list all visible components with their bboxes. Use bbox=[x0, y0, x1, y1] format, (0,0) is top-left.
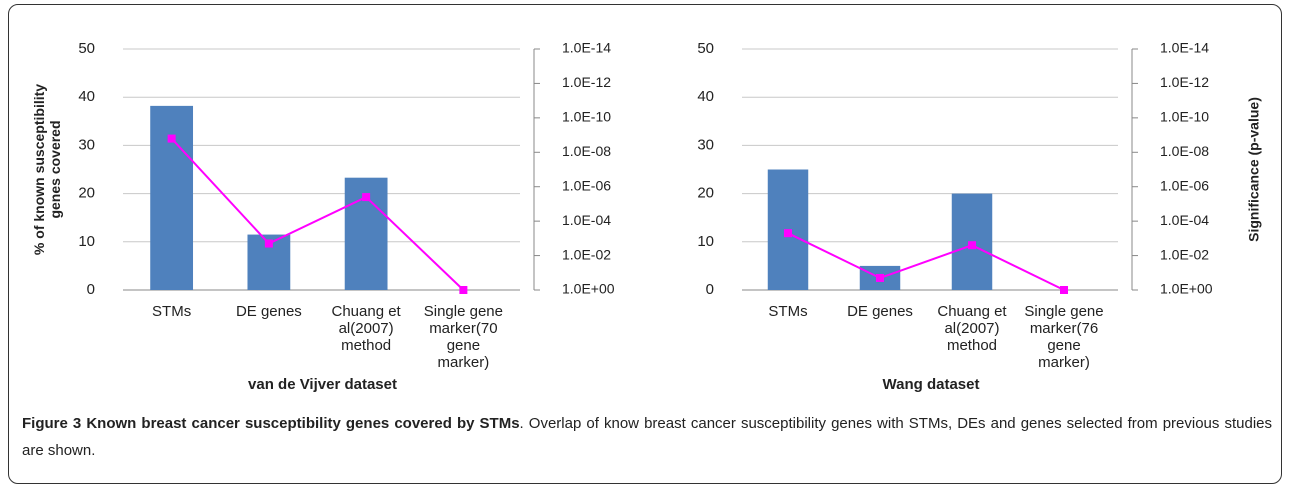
x-tick-label: STMs bbox=[152, 303, 191, 320]
x-axis-label: van de Vijver dataset bbox=[248, 376, 397, 393]
y-tick-label: 0 bbox=[87, 281, 95, 298]
y2-tick-label: 1.0E-14 bbox=[1160, 40, 1209, 56]
x-tick-label: Single gene marker(70 gene marker) bbox=[424, 303, 503, 371]
charts: 0 10 20 30 40 50 1.0E+00 1.0E-02 1.0E-04 1.0E-06 1… bbox=[31, 40, 1262, 393]
x-tick-label: Chuang et al(2007) method bbox=[937, 303, 1007, 354]
x-tick-label: STMs bbox=[768, 303, 807, 320]
line-marker bbox=[167, 134, 176, 143]
line-marker bbox=[968, 241, 976, 250]
line bbox=[787, 232, 1065, 291]
y2-tick-label: 1.0E-08 bbox=[562, 143, 611, 159]
y2-tick-label: 1.0E-02 bbox=[1160, 246, 1209, 262]
y2-tick-label: 1.0E-06 bbox=[1160, 177, 1209, 193]
line bbox=[170, 137, 465, 291]
x-tick-label: DE genes bbox=[847, 303, 913, 320]
x-tick-label: Single gene marker(76 gene marker) bbox=[1024, 303, 1103, 371]
y-tick-label: 20 bbox=[78, 185, 95, 202]
caption: Figure 3 Known breast cancer susceptibil… bbox=[22, 410, 1272, 464]
y2-tick-label: 1.0E+00 bbox=[562, 281, 615, 297]
x-tick-label: DE genes bbox=[236, 303, 302, 320]
y2-tick-label: 1.0E-12 bbox=[1160, 74, 1209, 90]
x-axis-label: Wang dataset bbox=[883, 376, 980, 393]
caption-text: . Overlap of know breast cancer suscepti… bbox=[22, 415, 1272, 459]
y-tick-label: 20 bbox=[697, 185, 714, 202]
line-marker bbox=[1060, 286, 1068, 294]
y2-axis-label: Significance (p-value) bbox=[1246, 97, 1262, 242]
line-marker bbox=[876, 273, 884, 282]
y-tick-label: 30 bbox=[78, 136, 95, 153]
y-tick-label: 40 bbox=[697, 88, 714, 105]
figure-frame bbox=[8, 4, 1282, 484]
y2-tick-label: 1.0E-08 bbox=[1160, 143, 1209, 159]
y2-tick-label: 1.0E-10 bbox=[1160, 109, 1209, 125]
y2-tick-label: 1.0E-10 bbox=[562, 109, 611, 125]
y2-tick-label: 1.0E-02 bbox=[562, 246, 611, 262]
y2-tick-label: 1.0E-06 bbox=[562, 177, 611, 193]
y-tick-label: 40 bbox=[78, 88, 95, 105]
line-marker bbox=[264, 239, 273, 248]
y2-tick-label: 1.0E-04 bbox=[562, 212, 611, 228]
line-marker bbox=[362, 193, 371, 202]
y-axis-label: % of known susceptibilitygenes covered bbox=[31, 84, 63, 255]
y2-tick-label: 1.0E-14 bbox=[562, 40, 611, 56]
y-tick-label: 10 bbox=[697, 233, 714, 250]
y-tick-label: 50 bbox=[78, 40, 95, 57]
y-tick-label: 50 bbox=[697, 40, 714, 57]
y-tick-label: 10 bbox=[78, 233, 95, 250]
x-tick-label: Chuang et al(2007) method bbox=[332, 303, 402, 354]
y2-tick-label: 1.0E-12 bbox=[562, 74, 611, 90]
y2-tick-label: 1.0E+00 bbox=[1160, 281, 1213, 297]
y-tick-label: 30 bbox=[697, 136, 714, 153]
caption-title: Figure 3 Known breast cancer susceptibil… bbox=[22, 415, 520, 432]
line-marker bbox=[784, 229, 792, 238]
y2-tick-label: 1.0E-04 bbox=[1160, 212, 1209, 228]
y-tick-label: 0 bbox=[706, 281, 714, 298]
bar bbox=[150, 105, 194, 290]
line-marker bbox=[459, 286, 468, 294]
